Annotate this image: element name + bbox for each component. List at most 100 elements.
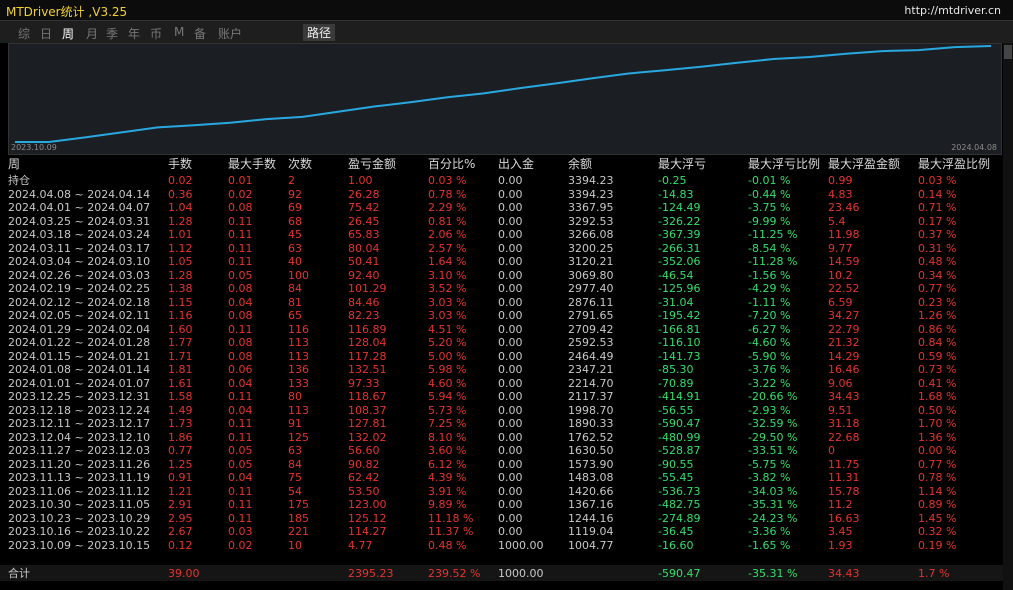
table-cell: -4.60 %	[748, 336, 791, 349]
table-cell: 0.00	[498, 376, 523, 390]
tab[interactable]: 账户	[218, 27, 243, 41]
total-cell: 1000.00	[498, 567, 544, 580]
table-cell: 0.02	[168, 174, 193, 187]
table-cell: 2876.11	[568, 295, 614, 309]
tab[interactable]: M	[174, 25, 185, 39]
tab[interactable]: 年	[128, 27, 141, 41]
table-cell: 221	[288, 525, 309, 538]
table-cell: 5.73 %	[428, 403, 467, 417]
table-cell: 11.2	[828, 498, 853, 511]
table-cell: -29.50 %	[748, 430, 798, 444]
table-cell: 82.23	[348, 309, 380, 322]
table-cell: 92.40	[348, 268, 380, 282]
table-cell: 114.27	[348, 525, 387, 538]
table-cell: 0.34 %	[918, 268, 957, 282]
table-cell: 80	[288, 390, 302, 403]
table-cell: 2024.03.11 ~ 2024.03.17	[8, 241, 151, 255]
table-cell: 53.50	[348, 484, 380, 498]
title-bar: MTDriver统计 ,V3.25 http://mtdriver.cn	[0, 0, 1013, 21]
table-cell: -11.28 %	[748, 255, 798, 268]
column-header: 最大浮盈金额	[828, 157, 901, 171]
table-cell: 0.31 %	[918, 241, 957, 255]
table-cell: 116.89	[348, 322, 387, 336]
table-cell: 22.68	[828, 430, 860, 444]
tab[interactable]: 季	[106, 27, 119, 41]
table-cell: 34.43	[828, 390, 860, 403]
table-cell: -1.56 %	[748, 268, 791, 282]
table-cell: 0.11	[228, 430, 253, 444]
table-cell: 0.08	[228, 201, 253, 214]
table-cell: 0.03 %	[428, 174, 467, 187]
table-cell: 31.18	[828, 417, 860, 430]
table-cell: 1.70 %	[918, 417, 957, 430]
table-cell: 118.67	[348, 390, 387, 403]
url-link[interactable]: http://mtdriver.cn	[904, 4, 1001, 17]
column-header: 余额	[568, 157, 593, 171]
table-cell: 113	[288, 336, 309, 349]
table-cell: -32.59 %	[748, 417, 798, 430]
table-cell: 54	[288, 484, 302, 498]
table-cell: 0.00	[498, 174, 523, 187]
table-cell: 175	[288, 498, 309, 511]
table-cell: 2023.12.18 ~ 2023.12.24	[8, 403, 151, 417]
table-cell: 4.39 %	[428, 471, 467, 484]
table-cell: 0.00	[498, 430, 523, 444]
table-cell: 62.42	[348, 471, 380, 484]
path-button[interactable]: 路径	[303, 24, 336, 41]
table-cell: 45	[288, 228, 302, 241]
table-cell: 11.98	[828, 228, 860, 241]
table-cell: 0.81 %	[428, 214, 467, 228]
table-cell: 0.00	[498, 390, 523, 403]
table-cell: -24.23 %	[748, 511, 798, 525]
table-cell: 0.00	[498, 471, 523, 484]
total-cell: -35.31 %	[748, 567, 798, 580]
table-cell: 23.46	[828, 201, 860, 214]
tab[interactable]: 日	[40, 27, 53, 41]
table-cell: 0.91	[168, 471, 193, 484]
tab[interactable]: 备	[194, 27, 207, 41]
tab[interactable]: 月	[86, 27, 99, 41]
tab[interactable]: 币	[150, 27, 163, 41]
table-cell: 2.29 %	[428, 201, 467, 214]
tab[interactable]: 周	[62, 27, 75, 41]
table-cell: 117.28	[348, 349, 387, 363]
table-cell: 0.11	[228, 214, 253, 228]
table-cell: 81	[288, 295, 302, 309]
table-cell: -166.81	[658, 322, 701, 336]
table-cell: 0.50 %	[918, 403, 957, 417]
table-cell: -6.27 %	[748, 322, 791, 336]
table-cell: 0.03	[228, 525, 253, 538]
table-cell: 1.93	[828, 538, 853, 552]
table-cell: -56.55	[658, 403, 694, 417]
table-cell: 1573.90	[568, 457, 614, 471]
table-cell: 5.20 %	[428, 336, 467, 349]
table-cell: -7.20 %	[748, 309, 791, 322]
table-cell: 4.77	[348, 538, 373, 552]
table-cell: 2709.42	[568, 322, 614, 336]
column-header: 最大浮亏	[658, 157, 707, 171]
table-cell: -0.44 %	[748, 187, 791, 201]
table-cell: 0.00	[498, 525, 523, 538]
column-header: 出入金	[498, 157, 535, 171]
table-cell: 2023.10.09 ~ 2023.10.15	[8, 538, 151, 552]
table-cell: 1.01	[168, 228, 193, 241]
table-cell: -116.10	[658, 336, 701, 349]
table-cell: 113	[288, 403, 309, 417]
scroll-thumb[interactable]	[1004, 45, 1012, 59]
table-cell: 1.00	[348, 174, 373, 187]
table-cell: 6.12 %	[428, 457, 467, 471]
table-cell: 1119.04	[568, 525, 614, 538]
table-cell: 2024.04.08 ~ 2024.04.14	[8, 187, 151, 201]
table-cell: 1762.52	[568, 430, 614, 444]
table-cell: -3.36 %	[748, 525, 791, 538]
table-cell: 2024.01.08 ~ 2024.01.14	[8, 363, 151, 376]
total-cell: -590.47	[658, 567, 701, 580]
table-cell: 1.15	[168, 295, 193, 309]
table-cell: 2024.01.01 ~ 2024.01.07	[8, 376, 151, 390]
table-cell: 10.2	[828, 268, 853, 282]
scrollbar[interactable]	[1003, 43, 1013, 590]
table-cell: 0.48 %	[428, 538, 467, 552]
tab[interactable]: 综	[18, 27, 31, 41]
table-cell: 0.11	[228, 241, 253, 255]
table-cell: 0.00	[498, 511, 523, 525]
